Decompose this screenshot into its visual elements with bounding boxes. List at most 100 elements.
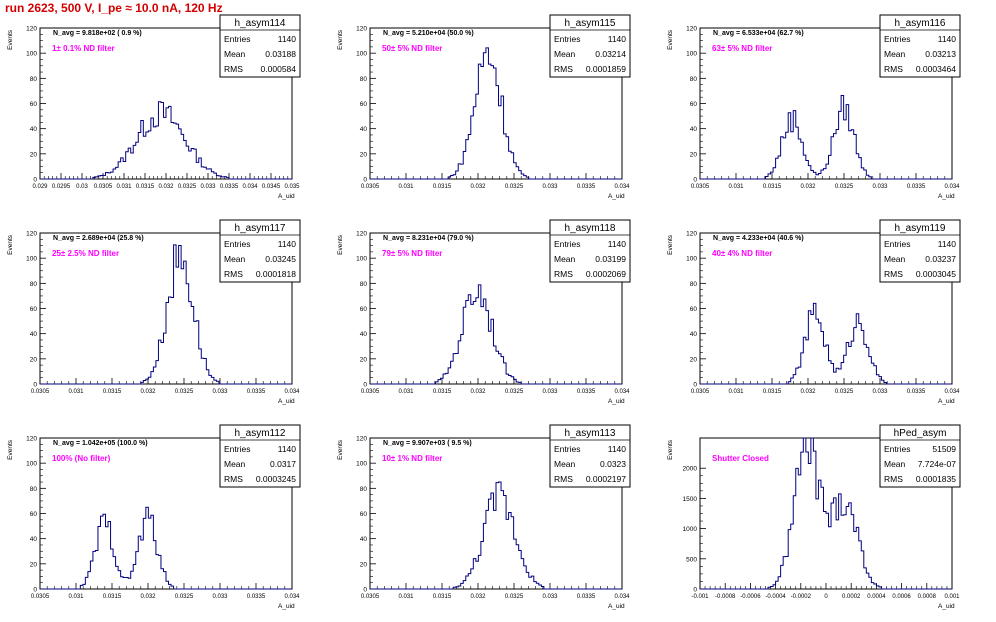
y-tick-label: 120 <box>686 26 697 33</box>
histogram-name: h_asym113 <box>565 428 616 439</box>
y-tick-label: 0 <box>693 587 697 594</box>
histogram-panel-h_asym118: 0 20 40 60 80 100 120 0.0305 0.031 0.0315 0.032 0.0… <box>337 219 631 405</box>
x-tick-label: 0.032 <box>800 389 816 395</box>
y-tick-label: 100 <box>356 461 367 468</box>
stats-label-entries: Entries <box>554 444 580 454</box>
stats-box-frame <box>219 219 301 283</box>
x-tick-label: 0.032 <box>140 389 156 395</box>
histogram-panel-h_asym117: 0 20 40 60 80 100 120 0.0305 0.031 0.0315 0.032 0.0… <box>7 219 301 405</box>
y-tick-label: 120 <box>356 26 367 33</box>
x-tick-label: 0.0305 <box>31 594 50 600</box>
x-tick-label: 0.0325 <box>835 389 854 395</box>
x-tick-label: 0.0008 <box>918 594 937 600</box>
stats-value-mean: 7.724e-07 <box>918 459 957 469</box>
x-tick-label: 0.0325 <box>178 184 197 190</box>
x-tick-label: 0.0305 <box>691 389 710 395</box>
x-tick-label: 0.034 <box>242 184 258 190</box>
stats-value-mean: 0.03214 <box>595 49 626 59</box>
y-tick-label: 60 <box>360 306 368 313</box>
x-tick-label: 0.032 <box>470 184 486 190</box>
x-tick-label: 0.0315 <box>103 594 122 600</box>
stats-label-entries: Entries <box>884 239 910 249</box>
x-tick-label: 0.034 <box>944 184 960 190</box>
stats-label-mean: Mean <box>224 49 246 59</box>
filter-label: 25± 2.5% ND filter <box>52 249 119 258</box>
stats-value-entries: 1140 <box>938 239 957 249</box>
histogram-line <box>40 244 292 385</box>
histogram-line <box>370 481 622 590</box>
histogram-name: h_asym119 <box>895 223 946 234</box>
x-tick-label: 0.0315 <box>103 389 122 395</box>
x-tick-label: 0.0325 <box>505 389 524 395</box>
histogram-line <box>700 302 952 385</box>
y-tick-label: 120 <box>356 436 367 443</box>
x-axis-title: A_uid <box>938 193 955 200</box>
stats-label-rms: RMS <box>884 269 903 279</box>
x-tick-label: 0.0305 <box>361 184 380 190</box>
x-tick-label: 0.031 <box>398 389 414 395</box>
x-tick-label: 0.033 <box>542 184 558 190</box>
stats-label-entries: Entries <box>224 34 250 44</box>
x-tick-label: 0.031 <box>68 389 84 395</box>
stats-label-entries: Entries <box>884 34 910 44</box>
x-tick-label: -0.001 <box>691 594 709 600</box>
navg-label: N_avg = 6.533e+04 (62.7 %) <box>713 30 804 37</box>
navg-label: N_avg = 8.231e+04 (79.0 %) <box>383 235 474 242</box>
filter-label: Shutter Closed <box>712 454 769 463</box>
y-tick-label: 80 <box>690 76 698 83</box>
x-tick-label: 0.034 <box>614 184 630 190</box>
x-tick-label: 0.0315 <box>433 184 452 190</box>
y-tick-label: 20 <box>690 356 698 363</box>
run-title: run 2623, 500 V, I_pe ≈ 10.0 nA, 120 Hz <box>5 1 223 15</box>
histogram-name: h_asym115 <box>565 18 616 29</box>
stats-label-rms: RMS <box>224 474 243 484</box>
x-tick-label: 0.033 <box>542 594 558 600</box>
y-tick-label: 100 <box>26 256 37 263</box>
x-tick-label: -0.0008 <box>715 594 736 600</box>
y-tick-label: 0 <box>363 382 367 389</box>
y-tick-label: 60 <box>30 511 38 518</box>
x-tick-label: 0.031 <box>398 594 414 600</box>
y-tick-label: 20 <box>30 151 38 158</box>
x-tick-label: 0.0335 <box>577 184 596 190</box>
stats-box: h_asym112 Entries 1140 Mean 0.0317 RMS 0.00032… <box>219 424 301 488</box>
histogram-panel-h_asym119: 0 20 40 60 80 100 120 0.0305 0.031 0.0315 0.032 0.0… <box>667 219 961 405</box>
y-tick-label: 100 <box>356 256 367 263</box>
x-tick-label: 0.0295 <box>52 184 71 190</box>
histogram-line <box>370 284 622 385</box>
stats-label-rms: RMS <box>554 269 573 279</box>
stats-box: h_asym119 Entries 1140 Mean 0.03237 RMS 0.0003… <box>879 219 961 283</box>
filter-label: 79± 5% ND filter <box>382 249 442 258</box>
histogram-name: hPed_asym <box>894 428 947 439</box>
stats-value-rms: 0.0002197 <box>586 474 626 484</box>
stats-value-mean: 0.03213 <box>925 49 956 59</box>
stats-value-entries: 1140 <box>278 239 297 249</box>
filter-label: 1± 0.1% ND filter <box>52 44 115 53</box>
x-tick-label: 0.0315 <box>433 389 452 395</box>
x-tick-label: 0.0335 <box>247 594 266 600</box>
x-tick-label: 0.033 <box>212 389 228 395</box>
stats-value-mean: 0.03199 <box>595 254 626 264</box>
y-tick-label: 40 <box>690 126 698 133</box>
y-tick-label: 60 <box>360 101 368 108</box>
stats-label-mean: Mean <box>554 254 576 264</box>
stats-box: hPed_asym Entries 51509 Mean 7.724e-07 RMS 0.0… <box>879 424 961 488</box>
x-tick-label: 0.0002 <box>842 594 861 600</box>
x-tick-label: 0.034 <box>614 594 630 600</box>
x-tick-label: 0.0315 <box>433 594 452 600</box>
stats-value-mean: 0.03188 <box>265 49 296 59</box>
stats-box-frame <box>549 219 631 283</box>
histogram-name: h_asym117 <box>235 223 286 234</box>
histogram-panel-h_asym113: 0 20 40 60 80 100 120 0.0305 0.031 0.0315 0.032 0.0… <box>337 424 631 610</box>
histogram-name: h_asym118 <box>565 223 616 234</box>
y-axis-title: Events <box>667 439 674 460</box>
y-tick-label: 0 <box>693 177 697 184</box>
histogram-name: h_asym116 <box>895 18 946 29</box>
filter-label: 10± 1% ND filter <box>382 454 442 463</box>
histogram-panel-h_asym115: 0 20 40 60 80 100 120 0.0305 0.031 0.0315 0.032 0.0… <box>337 14 631 200</box>
stats-label-mean: Mean <box>884 459 906 469</box>
x-axis-title: A_uid <box>278 193 295 200</box>
x-tick-label: 0.034 <box>284 594 300 600</box>
x-tick-label: 0.034 <box>614 389 630 395</box>
y-tick-label: 80 <box>30 486 38 493</box>
